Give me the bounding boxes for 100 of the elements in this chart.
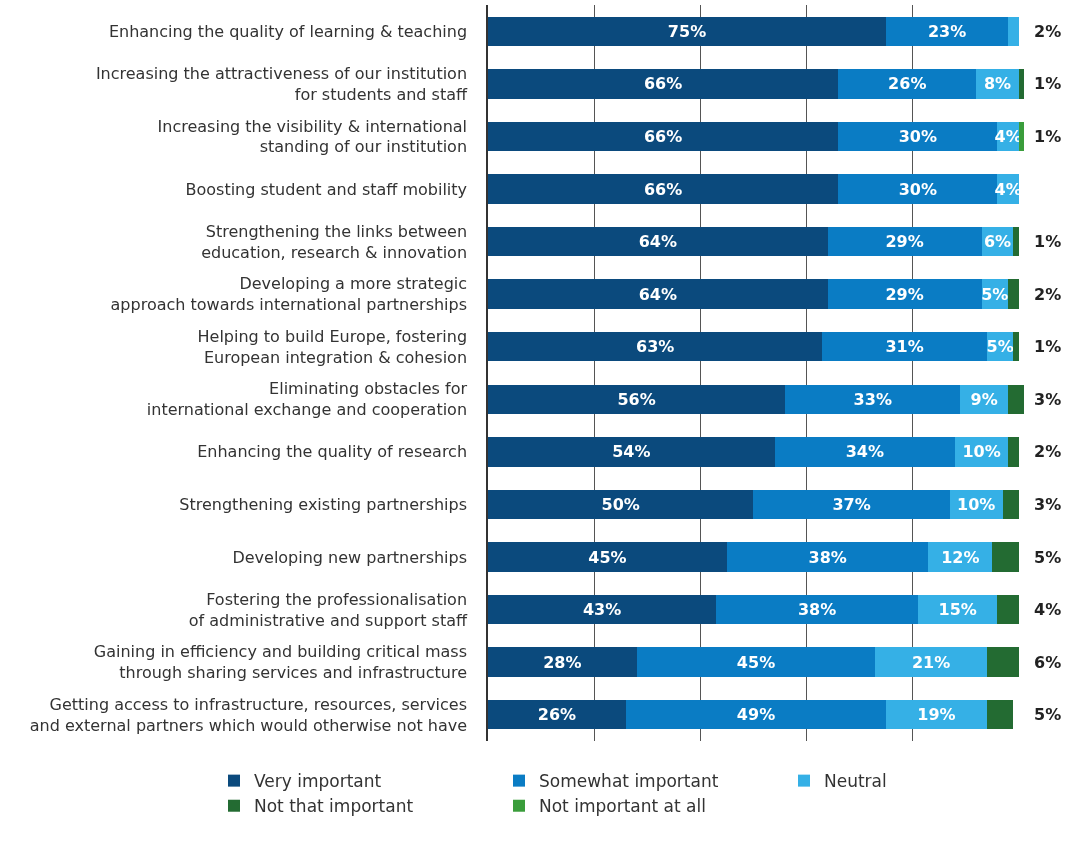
bar xyxy=(636,647,876,677)
bar xyxy=(1018,69,1024,99)
bar xyxy=(1008,384,1024,415)
data-label: 38% xyxy=(808,547,847,567)
data-label: 5% xyxy=(1034,705,1062,724)
bar xyxy=(1018,121,1024,152)
data-label: 31% xyxy=(885,337,924,357)
data-label: 66% xyxy=(643,179,683,199)
y-tick-label: Increasing the attractiveness of our institution for students and staff xyxy=(95,64,469,104)
data-label: 38% xyxy=(797,600,837,620)
bar xyxy=(753,489,950,520)
data-label: 19% xyxy=(917,705,956,725)
legend-label: Very important xyxy=(254,771,382,792)
bar xyxy=(488,594,717,625)
bar xyxy=(1008,437,1019,467)
data-label: 50% xyxy=(601,494,640,514)
data-label: 49% xyxy=(736,705,776,725)
bar xyxy=(488,121,839,152)
data-label: 56% xyxy=(617,389,656,409)
bar xyxy=(1008,279,1019,309)
y-tick-label: Boosting student and staff mobility xyxy=(185,179,468,199)
bar xyxy=(488,69,839,99)
data-label: 30% xyxy=(898,126,938,146)
bar xyxy=(827,279,982,309)
data-label: 1% xyxy=(1034,74,1062,93)
data-label: 8% xyxy=(983,74,1012,94)
bar xyxy=(488,384,786,415)
legend-label: Somewhat important xyxy=(539,771,719,792)
data-label: 34% xyxy=(845,442,884,462)
data-label: 30% xyxy=(898,179,938,199)
bar xyxy=(986,699,1014,730)
bar xyxy=(1013,226,1019,257)
data-label: 37% xyxy=(832,494,871,514)
bar xyxy=(488,699,626,730)
data-label: 10% xyxy=(957,494,996,514)
y-tick-label: Strengthening the links between education, research & innovation xyxy=(201,221,468,262)
bar xyxy=(488,226,828,257)
data-label: 5% xyxy=(981,284,1009,304)
y-tick-label: Eliminating obstacles for international exchange and cooperation xyxy=(146,379,468,420)
data-label: 26% xyxy=(537,705,577,725)
data-label: 75% xyxy=(667,21,707,41)
data-label: 3% xyxy=(1034,495,1062,514)
data-label: 9% xyxy=(970,389,998,409)
y-tick-label: Strengthening existing partnerships xyxy=(179,495,468,515)
data-label: 33% xyxy=(853,389,892,409)
bar xyxy=(1013,331,1019,362)
data-label: 2% xyxy=(1034,442,1062,461)
y-tick-label: Increasing the visibility & international standing of our institution xyxy=(157,116,468,157)
data-label: 29% xyxy=(885,232,924,252)
data-label: 45% xyxy=(588,547,627,567)
data-label: 6% xyxy=(1034,653,1062,672)
data-label: 1% xyxy=(1034,232,1062,251)
data-label: 28% xyxy=(543,652,582,672)
bar xyxy=(997,594,1019,625)
data-label: 5% xyxy=(986,337,1014,357)
bar xyxy=(488,331,823,362)
bar xyxy=(827,226,982,257)
data-label: 2% xyxy=(1034,22,1062,41)
data-label: 6% xyxy=(983,232,1012,252)
data-label: 15% xyxy=(938,600,977,620)
data-label: 3% xyxy=(1034,390,1062,409)
legend-label: Neutral xyxy=(824,771,887,792)
bar xyxy=(625,699,887,730)
data-label: 66% xyxy=(643,74,683,94)
data-label: 45% xyxy=(736,652,776,672)
data-label: 43% xyxy=(582,600,622,620)
data-label: 54% xyxy=(612,442,651,462)
data-label: 12% xyxy=(941,547,980,567)
data-label: 29% xyxy=(885,284,924,304)
bar xyxy=(986,647,1019,677)
data-label: 64% xyxy=(638,232,677,252)
data-label: 63% xyxy=(636,337,675,357)
data-label: 1% xyxy=(1034,337,1062,356)
data-label: 10% xyxy=(962,442,1001,462)
data-label: 2% xyxy=(1034,285,1062,304)
bar xyxy=(838,69,977,99)
bar xyxy=(822,331,987,362)
data-label: 21% xyxy=(911,652,951,672)
bar xyxy=(488,174,839,204)
bar xyxy=(716,594,918,625)
legend-label: Not important at all xyxy=(539,796,706,817)
y-tick-label: Enhancing the quality of learning & teaching xyxy=(108,21,468,41)
y-tick-label: Enhancing the quality of research xyxy=(197,442,468,462)
bar xyxy=(488,489,754,520)
bar xyxy=(488,279,828,309)
bar xyxy=(1008,16,1019,47)
data-label: 4% xyxy=(1034,600,1062,619)
data-label: 1% xyxy=(1034,127,1062,146)
bar xyxy=(726,542,929,572)
y-tick-label: Developing a more strategic approach towards international partnerships xyxy=(110,274,468,315)
y-tick-label: Developing new partnerships xyxy=(232,547,468,567)
y-tick-label: Gaining in efficiency and building critical mass through sharing services and infrastructure xyxy=(93,642,468,683)
bar xyxy=(785,384,961,415)
bar xyxy=(488,437,775,467)
data-label: 66% xyxy=(643,126,683,146)
bar xyxy=(774,437,956,467)
y-tick-label: Helping to build Europe, fostering European integration & cohesion xyxy=(197,326,468,367)
data-label: 26% xyxy=(888,74,927,94)
y-tick-label: Getting access to infrastructure, resources, services and external partners which would otherwise not have xyxy=(29,694,468,735)
bar xyxy=(875,647,987,677)
